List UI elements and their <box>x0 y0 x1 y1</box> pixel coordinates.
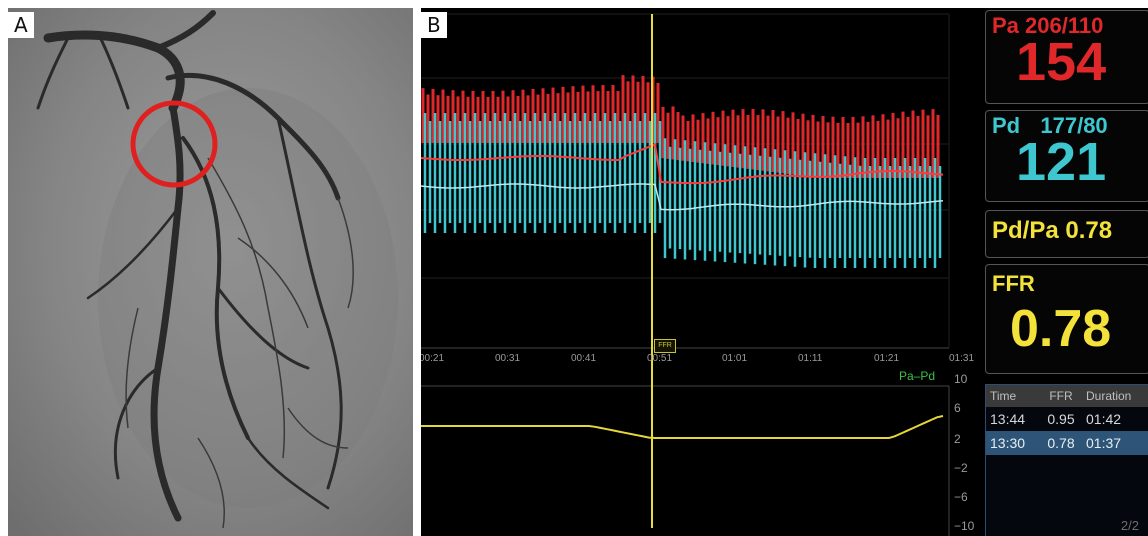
table-header: Time FFR Duration <box>986 385 1148 407</box>
pd-pa-ratio: Pd/Pa 0.78 <box>992 217 1113 244</box>
panel-label-a: A <box>8 12 34 38</box>
table-row-selected[interactable]: 13:30 0.78 01:37 <box>986 431 1148 455</box>
difference-tick-label: −10 <box>954 519 975 533</box>
difference-tick-label: −2 <box>954 461 968 475</box>
row-duration: 01:37 <box>1086 435 1122 451</box>
pressure-waveforms <box>421 13 950 536</box>
pa-pd-label: Pa–Pd <box>899 369 936 383</box>
row-ffr: 0.78 <box>1047 435 1075 451</box>
pa-title: Pa 206/110 <box>992 13 1103 39</box>
ffr-label: FFR <box>992 271 1035 296</box>
pa-pd-difference-trace <box>421 415 944 439</box>
time-tick-label: 01:11 <box>798 353 823 364</box>
time-tick-label: 00:51 <box>647 353 673 364</box>
time-tick-label: 01:21 <box>874 353 900 364</box>
header-time: Time <box>990 389 1017 403</box>
table-row[interactable]: 13:44 0.95 01:42 <box>986 407 1148 431</box>
pa-mean-value: 154 <box>1016 32 1107 92</box>
pa-mean-trace <box>421 143 944 185</box>
difference-tick-label: 2 <box>954 432 961 446</box>
time-tick-label: 01:31 <box>949 353 975 364</box>
pd-title: Pd 177/80 <box>992 113 1108 139</box>
page-indicator: 2/2 <box>1120 518 1139 533</box>
difference-tick-label: 6 <box>954 401 961 415</box>
ffr-value: 0.78 <box>1010 300 1112 358</box>
row-duration: 01:42 <box>1086 411 1122 427</box>
header-duration: Duration <box>1086 389 1132 403</box>
measurement-history-table: Time FFR Duration 13:44 0.95 01:42 13:30… <box>985 384 1148 536</box>
pa-readout: Pa 206/110 154 <box>985 10 1148 104</box>
angiogram-drawing <box>8 8 413 536</box>
angiogram-image <box>8 8 413 536</box>
pd-pa-ratio-readout: Pd/Pa 0.78 <box>985 210 1148 258</box>
difference-tick-label: −6 <box>954 490 968 504</box>
row-ffr: 0.95 <box>1047 411 1075 427</box>
row-time: 13:44 <box>990 411 1026 427</box>
lesion-highlight-circle <box>130 100 218 188</box>
row-time: 13:30 <box>990 435 1026 451</box>
time-tick-label: 00:21 <box>421 353 445 364</box>
pd-readout: Pd 177/80 121 <box>985 110 1148 202</box>
pd-range: 177/80 <box>1040 113 1108 138</box>
pa-range: 206/110 <box>1025 13 1104 38</box>
pd-waveform <box>423 113 942 268</box>
pressure-monitor: FFR 00:21 00:31 00:41 00:51 01:01 01:11 01:21 0… <box>421 8 1148 536</box>
pd-label: Pd <box>992 113 1021 138</box>
time-tick-label: 01:01 <box>722 353 748 364</box>
difference-tick-label: 10 <box>954 372 968 386</box>
ffr-marker-tag: FFR <box>654 339 676 353</box>
ffr-readout: FFR 0.78 <box>985 264 1148 374</box>
pd-mean-value: 121 <box>1016 132 1107 192</box>
header-ffr: FFR <box>1049 389 1073 403</box>
pa-label: Pa <box>992 13 1019 38</box>
time-tick-label: 00:41 <box>571 353 597 364</box>
panel-label-b: B <box>421 12 447 38</box>
time-tick-label: 00:31 <box>495 353 521 364</box>
pd-mean-trace <box>421 183 944 211</box>
